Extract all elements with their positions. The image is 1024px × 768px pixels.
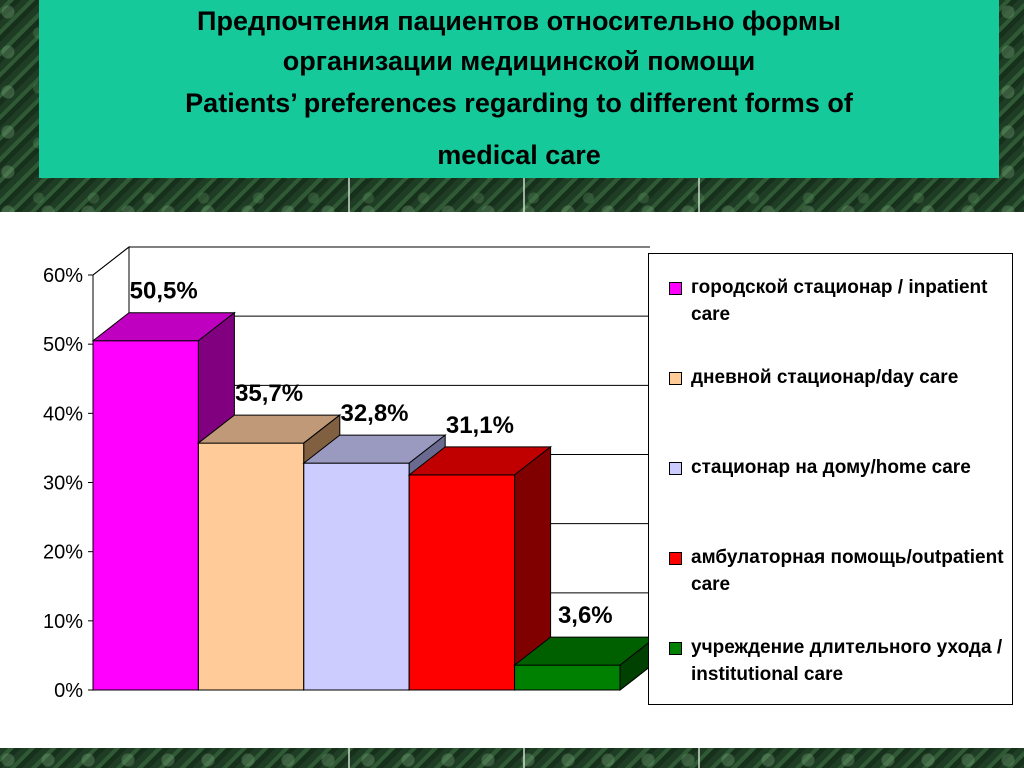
y-axis: 0% 10% 20% 30% 40% 50% 60% bbox=[43, 265, 94, 702]
y-tick-label: 50% bbox=[43, 334, 83, 356]
data-label: 50,5% bbox=[130, 278, 198, 305]
band-divider bbox=[698, 748, 700, 768]
legend-swatch bbox=[669, 282, 682, 295]
bar-front bbox=[92, 340, 199, 691]
legend-swatch bbox=[669, 372, 682, 385]
title-line-ru-1: Предпочтения пациентов относительно форм… bbox=[197, 6, 841, 36]
legend-swatch bbox=[669, 552, 682, 565]
bar-top bbox=[513, 636, 650, 666]
chart-bars bbox=[91, 311, 650, 692]
y-tick-label: 20% bbox=[43, 542, 83, 564]
bar-front bbox=[197, 442, 305, 691]
bar-side bbox=[619, 641, 650, 692]
gridline bbox=[92, 246, 650, 276]
data-label: 35,7% bbox=[235, 380, 303, 407]
title-line-ru-2: организации медицинской помощи bbox=[282, 46, 756, 76]
y-tick-label: 10% bbox=[43, 611, 83, 633]
legend-label: дневной стационар/day care bbox=[691, 367, 959, 388]
band-divider bbox=[698, 178, 700, 212]
bar-front bbox=[514, 664, 621, 691]
band-divider bbox=[523, 748, 525, 768]
title-line-en-1: Patients’ preferences regarding to diffe… bbox=[185, 88, 853, 118]
data-label: 3,6% bbox=[558, 602, 613, 629]
decorative-background-bottom bbox=[0, 748, 1024, 768]
band-divider bbox=[348, 178, 350, 212]
bar-front bbox=[303, 462, 410, 691]
legend-swatch bbox=[669, 462, 682, 475]
legend-swatch bbox=[669, 642, 682, 655]
y-tick-label: 40% bbox=[43, 403, 83, 425]
data-labels: 50,5% 35,7% 32,8% 31,1% 3,6% bbox=[130, 278, 613, 629]
y-tick-label: 0% bbox=[54, 680, 83, 702]
y-tick-label: 30% bbox=[43, 473, 83, 495]
chart-legend: городской стационар / inpatient care днев… bbox=[648, 253, 1013, 705]
bar bbox=[513, 636, 650, 692]
bar bbox=[407, 445, 553, 692]
data-label: 32,8% bbox=[340, 400, 408, 427]
legend-label: учреждение длительного ухода / instituti… bbox=[691, 637, 1003, 685]
legend-label: стационар на дому/home care bbox=[691, 457, 971, 478]
legend-label: городской стационар / inpatient care bbox=[691, 277, 988, 325]
slide-title: Предпочтения пациентов относительно форм… bbox=[39, 0, 999, 178]
data-label: 31,1% bbox=[446, 412, 514, 439]
title-line-en-2: medical care bbox=[437, 140, 601, 170]
bar-chart: 0% 10% 20% 30% 40% 50% 60% 50,5% 35,7% 32,8% 31,1… bbox=[43, 245, 650, 702]
bar-front bbox=[408, 474, 516, 691]
band-divider bbox=[348, 748, 350, 768]
y-tick-label: 60% bbox=[43, 265, 83, 287]
legend-label: амбулаторная помощь/outpatient care bbox=[691, 547, 1004, 595]
band-divider bbox=[523, 178, 525, 212]
